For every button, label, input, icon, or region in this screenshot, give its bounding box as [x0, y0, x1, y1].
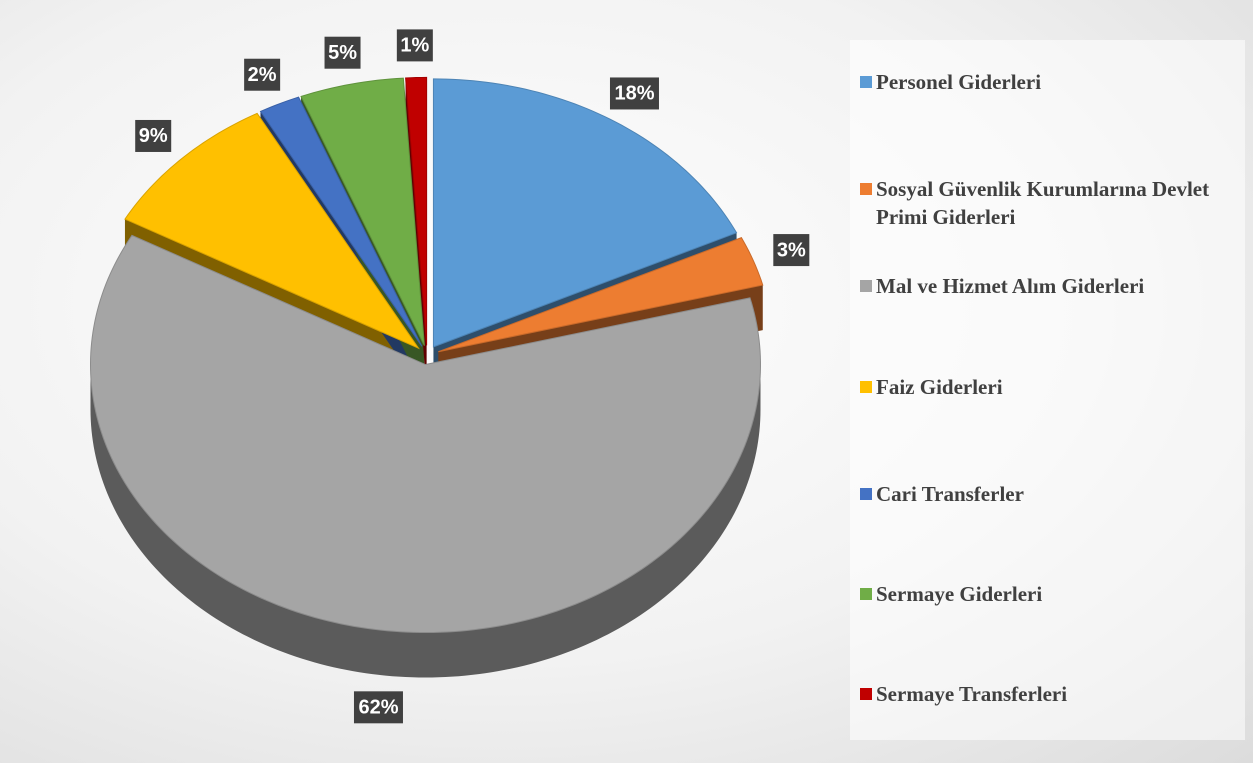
legend-item: Sermaye Giderleri	[860, 580, 1240, 608]
pie-area: 18% 3% 62% 9% 2% 5% 1%	[89, 29, 810, 724]
legend-swatch	[860, 280, 872, 292]
data-label-box	[244, 58, 281, 91]
slice	[300, 77, 425, 346]
legend-label: Faiz Giderleri	[876, 375, 1003, 399]
legend-swatch	[860, 76, 872, 88]
legend-swatch	[860, 381, 872, 393]
legend-item: Personel Giderleri	[860, 68, 1240, 96]
data-label: 2%	[248, 64, 277, 86]
data-label-box	[324, 36, 361, 69]
legend-swatch	[860, 488, 872, 500]
slice	[89, 234, 761, 634]
legend-item: Mal ve Hizmet Alım Giderleri	[860, 272, 1240, 300]
legend-swatch	[860, 588, 872, 600]
data-label-box	[773, 234, 810, 267]
legend-label: Cari Transferler	[876, 482, 1024, 506]
legend-label: Sermaye Transferleri	[876, 682, 1068, 706]
data-label: 1%	[400, 35, 429, 57]
legend-item: Cari Transferler	[860, 480, 1240, 508]
legend-item: Sermaye Transferleri	[860, 680, 1240, 708]
legend-label: Sosyal Güvenlik Kurumlarına Devlet Primi…	[876, 177, 1210, 229]
slice	[432, 78, 738, 348]
data-label: 18%	[614, 83, 654, 105]
slice	[259, 96, 423, 347]
legend-swatch	[860, 688, 872, 700]
legend-label: Sermaye Giderleri	[876, 582, 1043, 606]
slice	[124, 112, 420, 350]
data-label-box	[135, 119, 172, 152]
data-label: 5%	[328, 42, 357, 64]
data-label-box	[609, 77, 659, 110]
data-label: 3%	[777, 239, 806, 261]
legend-swatch	[860, 183, 872, 195]
legend-item: Sosyal Güvenlik Kurumlarına Devlet Primi…	[860, 175, 1240, 231]
legend-label: Personel Giderleri	[876, 70, 1042, 94]
data-label: 62%	[358, 697, 398, 719]
data-label-box	[396, 29, 433, 62]
legend: Personel Giderleri Sosyal Güvenlik Kuruml…	[850, 40, 1245, 740]
slice	[405, 76, 428, 346]
legend-label: Mal ve Hizmet Alım Giderleri	[876, 274, 1145, 298]
slice	[438, 237, 764, 353]
data-label: 9%	[139, 125, 168, 147]
data-label-box	[353, 691, 403, 724]
legend-item: Faiz Giderleri	[860, 373, 1240, 401]
slice-side	[90, 364, 761, 678]
